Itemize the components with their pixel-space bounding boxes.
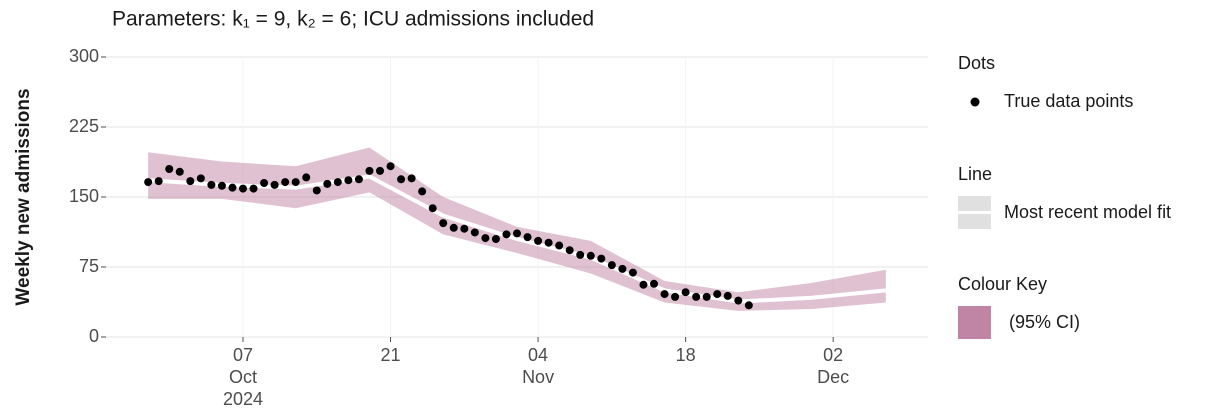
legend-title: Dots bbox=[958, 53, 995, 73]
data-point bbox=[586, 251, 595, 260]
data-point bbox=[418, 187, 427, 196]
data-point bbox=[323, 179, 332, 188]
data-point bbox=[376, 166, 384, 175]
data-point bbox=[734, 296, 743, 305]
data-point bbox=[597, 254, 606, 263]
data-point bbox=[239, 184, 247, 193]
data-point bbox=[439, 219, 448, 228]
data-point bbox=[302, 173, 311, 182]
data-point bbox=[702, 292, 711, 301]
x-tick-label: Nov bbox=[522, 367, 554, 387]
data-point bbox=[618, 264, 627, 273]
data-point bbox=[744, 301, 753, 310]
data-point bbox=[312, 186, 321, 195]
legend-label: (95% CI) bbox=[1009, 312, 1080, 332]
data-point bbox=[270, 180, 279, 189]
x-tick-label: 21 bbox=[381, 345, 401, 365]
data-point bbox=[491, 235, 500, 243]
data-point bbox=[481, 234, 490, 243]
data-point bbox=[628, 268, 637, 277]
data-point bbox=[534, 236, 543, 245]
y-axis-label: Weekly new admissions bbox=[13, 88, 34, 305]
data-point bbox=[165, 165, 174, 173]
data-point bbox=[217, 181, 226, 190]
data-point bbox=[144, 178, 153, 187]
x-tick-label: 2024 bbox=[223, 389, 263, 409]
data-point bbox=[544, 238, 553, 247]
x-tick-label: 07 bbox=[233, 345, 253, 365]
data-point bbox=[671, 292, 680, 301]
data-point bbox=[502, 230, 511, 239]
data-point bbox=[333, 178, 342, 187]
data-point bbox=[460, 224, 469, 233]
data-point bbox=[565, 246, 574, 255]
data-point bbox=[470, 228, 479, 237]
data-point bbox=[196, 174, 205, 183]
data-point bbox=[555, 241, 564, 250]
x-tick-label: 02 bbox=[823, 345, 843, 365]
legend-label: True data points bbox=[1004, 91, 1133, 111]
data-point bbox=[207, 180, 216, 189]
data-point bbox=[639, 280, 648, 289]
legend-title: Colour Key bbox=[958, 274, 1047, 294]
data-point bbox=[175, 167, 184, 176]
data-point bbox=[513, 229, 521, 238]
chart-title: Parameters: k₁ = 9, k₂ = 6; ICU admissio… bbox=[112, 8, 594, 31]
y-tick-label: 75 bbox=[79, 256, 99, 276]
data-point bbox=[576, 250, 585, 259]
data-point bbox=[407, 174, 416, 183]
data-point bbox=[650, 279, 658, 288]
data-point bbox=[344, 176, 353, 185]
data-point bbox=[154, 177, 163, 186]
data-point bbox=[428, 204, 437, 213]
data-point bbox=[692, 292, 701, 301]
y-tick-label: 225 bbox=[69, 116, 99, 136]
y-tick-label: 300 bbox=[69, 46, 99, 66]
data-point bbox=[281, 178, 290, 187]
data-point bbox=[186, 177, 195, 186]
data-point bbox=[523, 233, 532, 242]
data-point bbox=[354, 175, 363, 184]
data-point bbox=[397, 175, 406, 184]
data-point bbox=[260, 179, 269, 187]
x-tick-label: Oct bbox=[229, 367, 257, 387]
data-point bbox=[386, 162, 395, 171]
ci-ribbon bbox=[148, 147, 886, 311]
legend-title: Line bbox=[958, 164, 992, 184]
legend-swatch bbox=[958, 306, 991, 339]
y-tick-label: 0 bbox=[89, 326, 99, 346]
data-point bbox=[449, 223, 458, 232]
data-point bbox=[365, 166, 374, 175]
legend-dot bbox=[970, 97, 980, 107]
data-point bbox=[291, 178, 300, 187]
data-point bbox=[228, 183, 237, 192]
x-tick-label: 04 bbox=[528, 345, 548, 365]
x-tick-label: Dec bbox=[817, 367, 849, 387]
x-tick-label: 18 bbox=[676, 345, 696, 365]
data-point bbox=[681, 288, 690, 297]
data-point bbox=[723, 291, 732, 300]
legend-label: Most recent model fit bbox=[1004, 202, 1171, 222]
data-point bbox=[713, 290, 722, 299]
data-point bbox=[607, 261, 616, 270]
data-point bbox=[249, 184, 258, 193]
data-point bbox=[660, 290, 669, 299]
y-tick-label: 150 bbox=[69, 186, 99, 206]
